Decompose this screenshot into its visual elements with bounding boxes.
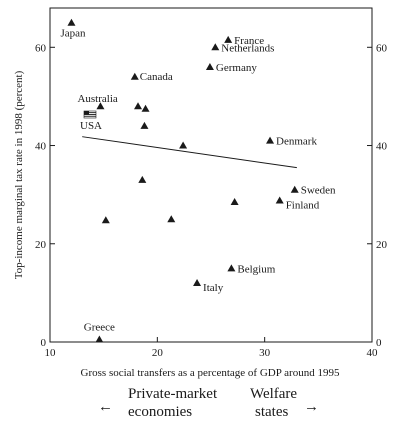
country-label: Belgium [237, 263, 275, 275]
data-point-marker [224, 35, 233, 43]
country-label: Netherlands [221, 42, 274, 54]
data-point-marker [266, 136, 275, 144]
data-point-marker [290, 185, 299, 193]
country-label: Sweden [301, 185, 336, 197]
footer-right-arrow: → [304, 399, 319, 415]
country-label: Greece [84, 322, 115, 334]
data-point-marker [67, 18, 76, 26]
footer-left-line2: economies [128, 404, 192, 420]
x-tick-label: 30 [259, 347, 271, 359]
country-label: France [234, 35, 264, 47]
data-point-marker [179, 141, 188, 149]
data-point-marker [205, 62, 214, 70]
data-point-marker [227, 264, 236, 272]
data-point-marker [140, 121, 149, 129]
plot-frame [49, 7, 373, 343]
footer-right-line2: states [255, 404, 288, 420]
data-point-marker [141, 104, 150, 112]
country-label: Canada [140, 71, 173, 83]
y-left-tick-label: 20 [35, 239, 47, 251]
data-point-marker [130, 72, 139, 80]
y-left-tick-label: 0 [41, 337, 47, 349]
data-point-marker [193, 279, 202, 287]
country-label: Australia [77, 93, 117, 105]
usa-label: USA [80, 120, 102, 132]
data-point-marker [275, 196, 284, 204]
footer-left-line1: Private-market [128, 386, 218, 402]
footer-left-arrow: ← [98, 399, 113, 415]
y-left-tick-label: 60 [35, 42, 47, 54]
x-axis-title: Gross social transfers as a percentage o… [81, 367, 340, 379]
country-label: Denmark [276, 136, 317, 148]
y-right-tick-label: 20 [376, 239, 388, 251]
country-label: Italy [203, 282, 224, 294]
country-label: Germany [216, 62, 257, 74]
y-right-tick-label: 60 [376, 42, 388, 54]
trend-line-group [82, 136, 297, 169]
data-point-marker [96, 102, 105, 110]
data-point-marker [95, 335, 104, 343]
trend-line [82, 136, 297, 169]
y-right-tick-label: 40 [376, 141, 388, 153]
x-tick-label: 40 [367, 347, 379, 359]
y-axis-title: Top-income marginal tax rate in 1998 (pe… [13, 70, 25, 279]
data-point-marker [211, 43, 220, 51]
footer-right-line1: Welfare [250, 386, 297, 402]
data-point-marker [101, 216, 110, 224]
y-left-tick-label: 40 [35, 141, 47, 153]
y-right-tick-label: 0 [376, 337, 382, 349]
data-point-marker [138, 175, 147, 183]
usa-flag-icon [83, 110, 97, 119]
data-point-marker [134, 102, 143, 110]
country-label: Japan [60, 28, 86, 40]
x-tick-label: 10 [45, 347, 57, 359]
x-tick-label: 20 [152, 347, 164, 359]
data-point-marker [230, 198, 239, 206]
country-label: Finland [286, 200, 320, 212]
data-point-marker [167, 215, 176, 223]
